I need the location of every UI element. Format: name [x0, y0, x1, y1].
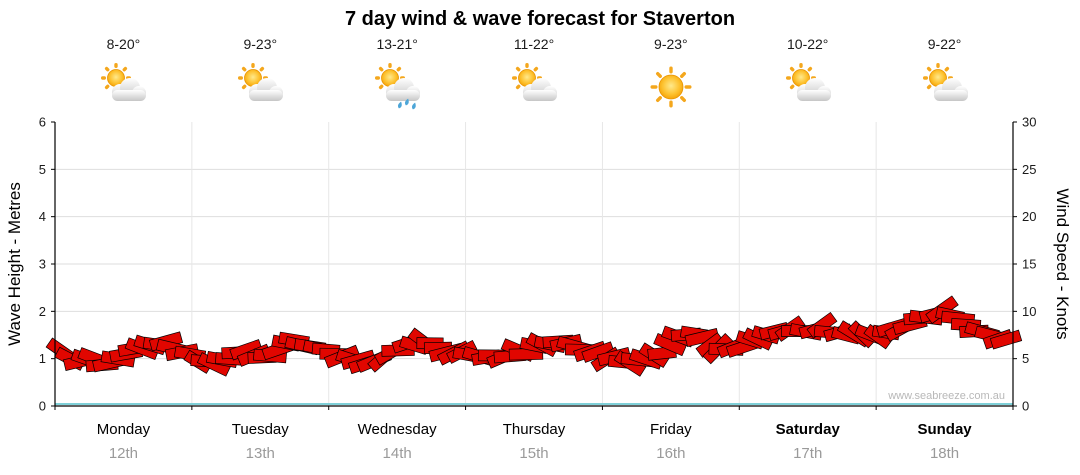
day-label-saturday: Saturday — [775, 421, 840, 438]
partly-cloudy-icon — [508, 60, 560, 112]
cloud-shape — [796, 78, 831, 101]
raindrop — [405, 98, 409, 106]
y-right-tick-label: 20 — [1022, 209, 1036, 224]
y-right-tick-label: 25 — [1022, 162, 1036, 177]
y-left-tick-label: 6 — [39, 115, 46, 130]
temp-range-monday: 8-20° — [106, 36, 141, 52]
y-right-tick-label: 5 — [1022, 351, 1029, 366]
y-right-tick-label: 10 — [1022, 304, 1036, 319]
day-date-monday: 12th — [108, 445, 139, 462]
cloud-shape — [249, 78, 284, 101]
temp-range-tuesday: 9-23° — [243, 36, 278, 52]
partly-cloudy-icon — [782, 60, 834, 112]
raindrop — [412, 102, 416, 110]
temp-range-sunday: 9-22° — [927, 36, 962, 52]
day-date-saturday: 17th — [793, 445, 823, 462]
chart-title: 7 day wind & wave forecast for Staverton — [344, 8, 736, 30]
y-left-tick-label: 3 — [39, 257, 46, 272]
partly-cloudy-icon — [97, 60, 149, 112]
sunny-icon — [645, 60, 697, 112]
temp-range-friday: 9-23° — [654, 36, 688, 52]
day-date-friday: 16th — [656, 445, 686, 462]
temp-range-thursday: 11-22° — [513, 36, 555, 52]
day-label-monday: Monday — [96, 421, 151, 438]
day-label-friday: Friday — [650, 421, 692, 438]
cloud-shape — [933, 78, 968, 101]
y-right-tick-label: 0 — [1022, 399, 1029, 414]
day-label-tuesday: Tuesday — [231, 421, 289, 438]
rain-icon — [371, 60, 423, 112]
raindrop — [398, 101, 402, 109]
y-right-tick-label: 15 — [1022, 257, 1036, 272]
cloud-shape — [112, 78, 147, 101]
y-left-tick-label: 0 — [39, 399, 46, 414]
y-left-tick-label: 1 — [39, 351, 46, 366]
day-label-wednesday: Wednesday — [357, 421, 437, 438]
cloud-shape — [386, 78, 421, 101]
wind-arrow — [989, 329, 1023, 350]
cloud-shape — [523, 78, 557, 101]
day-label-thursday: Thursday — [502, 421, 566, 438]
day-date-sunday: 18th — [929, 445, 960, 462]
watermark: www.seabreeze.com.au — [887, 390, 1005, 402]
y-left-tick-label: 5 — [39, 162, 46, 177]
y-left-tick-label: 4 — [39, 209, 46, 224]
temp-range-wednesday: 13-21° — [376, 36, 418, 52]
temp-range-saturday: 10-22° — [787, 36, 829, 52]
day-date-thursday: 15th — [519, 445, 549, 462]
day-date-wednesday: 14th — [382, 445, 412, 462]
y-right-tick-label: 30 — [1022, 115, 1036, 130]
day-label-sunday: Sunday — [917, 421, 972, 438]
partly-cloudy-icon — [919, 60, 971, 112]
partly-cloudy-icon — [234, 60, 286, 112]
y-left-tick-label: 2 — [39, 304, 46, 319]
day-date-tuesday: 13th — [245, 445, 275, 462]
